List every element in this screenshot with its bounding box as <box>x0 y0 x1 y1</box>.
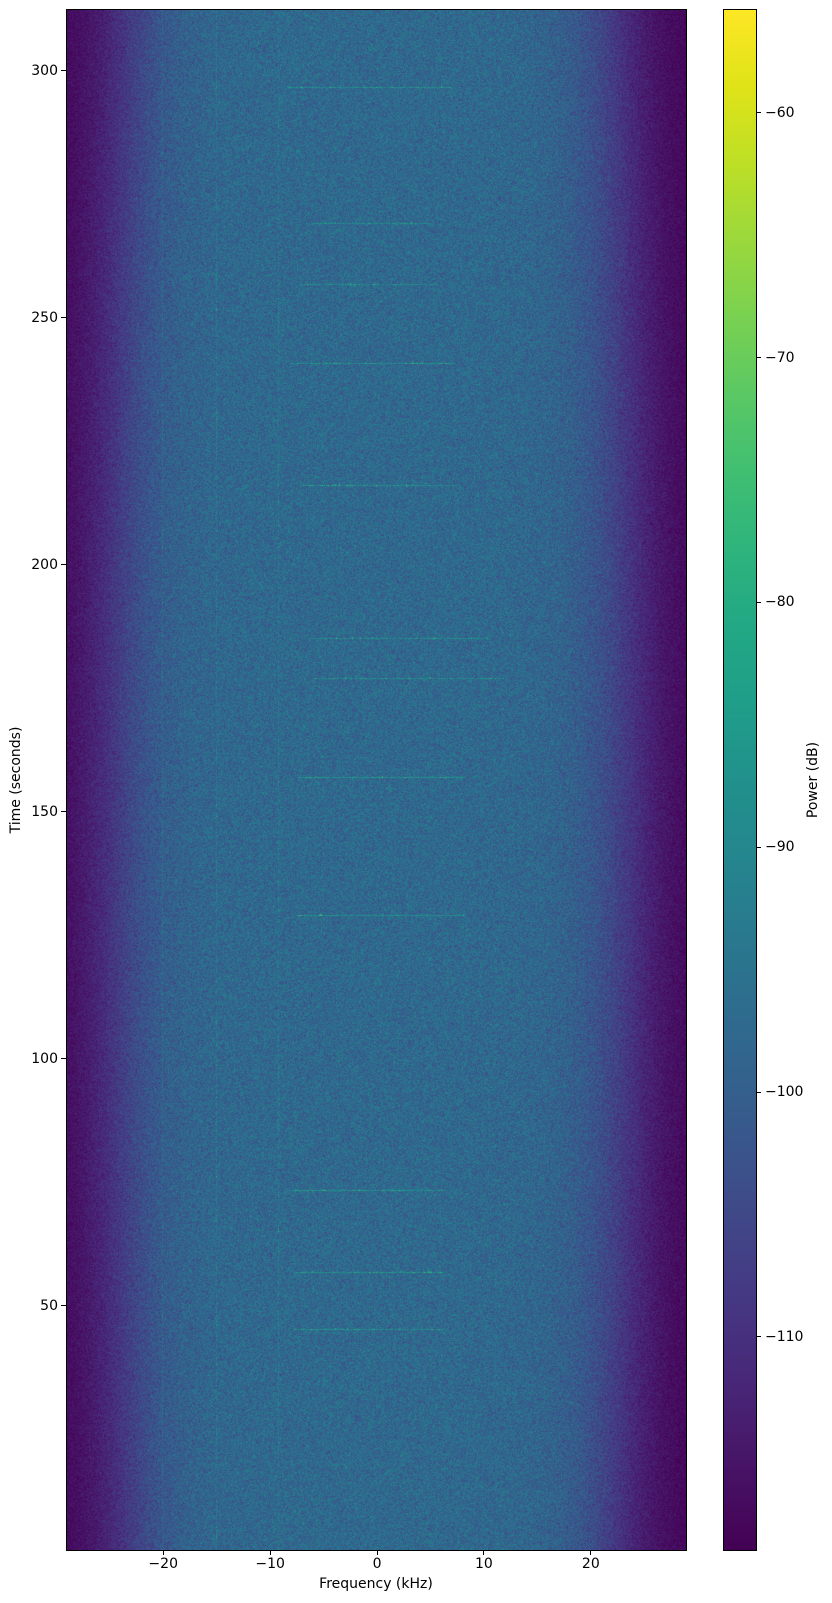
colorbar-label: Power (dB) <box>805 741 821 819</box>
x-tick <box>590 1550 592 1555</box>
y-tick <box>61 564 66 566</box>
y-tick <box>61 1058 66 1060</box>
colorbar-border <box>723 9 757 1551</box>
y-tick <box>61 1305 66 1307</box>
y-tick <box>61 317 66 319</box>
colorbar-tick-label: −110 <box>765 1328 804 1345</box>
colorbar-tick-label: −100 <box>765 1084 804 1101</box>
y-tick-label: 150 <box>31 803 58 820</box>
colorbar-tick <box>756 846 761 848</box>
y-tick-label: 250 <box>31 309 58 326</box>
x-tick-label: −20 <box>148 1556 178 1572</box>
y-tick-label: 100 <box>31 1050 58 1067</box>
x-tick-label: 0 <box>372 1556 382 1572</box>
colorbar-tick-label: −80 <box>765 594 795 611</box>
y-tick <box>61 811 66 813</box>
colorbar-tick <box>756 357 761 359</box>
colorbar-tick-label: −70 <box>765 349 795 366</box>
x-tick <box>376 1550 378 1555</box>
colorbar-tick <box>756 1336 761 1338</box>
colorbar-tick-label: −90 <box>765 839 795 856</box>
x-tick-label: 10 <box>475 1556 493 1572</box>
y-tick-label: 300 <box>31 62 58 79</box>
colorbar-tick <box>756 112 761 114</box>
y-tick-label: 50 <box>40 1297 58 1314</box>
y-tick-label: 200 <box>31 556 58 573</box>
x-tick-label: 20 <box>581 1556 600 1572</box>
colorbar-tick <box>756 601 761 603</box>
x-tick <box>269 1550 271 1555</box>
x-tick <box>483 1550 485 1555</box>
x-tick <box>162 1550 164 1555</box>
y-tick <box>61 70 66 72</box>
y-axis-label: Time (seconds) <box>8 726 24 834</box>
spectrogram-heatmap <box>67 10 686 1550</box>
colorbar-tick-label: −60 <box>765 104 795 121</box>
plot-border <box>66 9 687 1551</box>
x-axis-label: Frequency (kHz) <box>319 1576 433 1592</box>
x-tick-label: −10 <box>255 1556 285 1572</box>
colorbar-tick <box>756 1091 761 1093</box>
colorbar-gradient <box>724 10 756 1550</box>
